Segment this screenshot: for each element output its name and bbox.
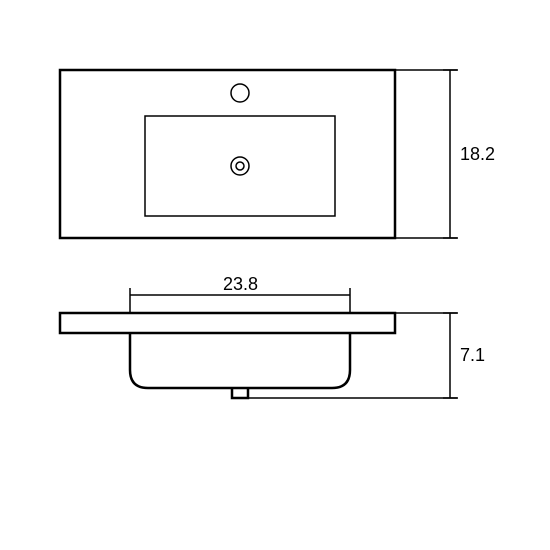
dim-label-23-8: 23.8 [223,274,258,294]
basin-opening [145,116,335,216]
dimension-height-top: 18.2 [443,70,495,238]
drain-inner [236,162,244,170]
drain-outer [231,157,249,175]
dim-label-18-2: 18.2 [460,144,495,164]
countertop-outline [60,70,395,238]
technical-drawing: 18.2 23.8 7.1 [0,0,550,550]
top-view [60,70,395,238]
side-view [60,313,395,398]
drain-nub [232,388,248,398]
dimension-width-basin: 23.8 [130,274,350,313]
dim-label-7-1: 7.1 [460,345,485,365]
basin-profile [130,333,350,388]
countertop-slab [60,313,395,333]
dimension-height-side: 7.1 [443,313,485,398]
faucet-hole [231,84,249,102]
